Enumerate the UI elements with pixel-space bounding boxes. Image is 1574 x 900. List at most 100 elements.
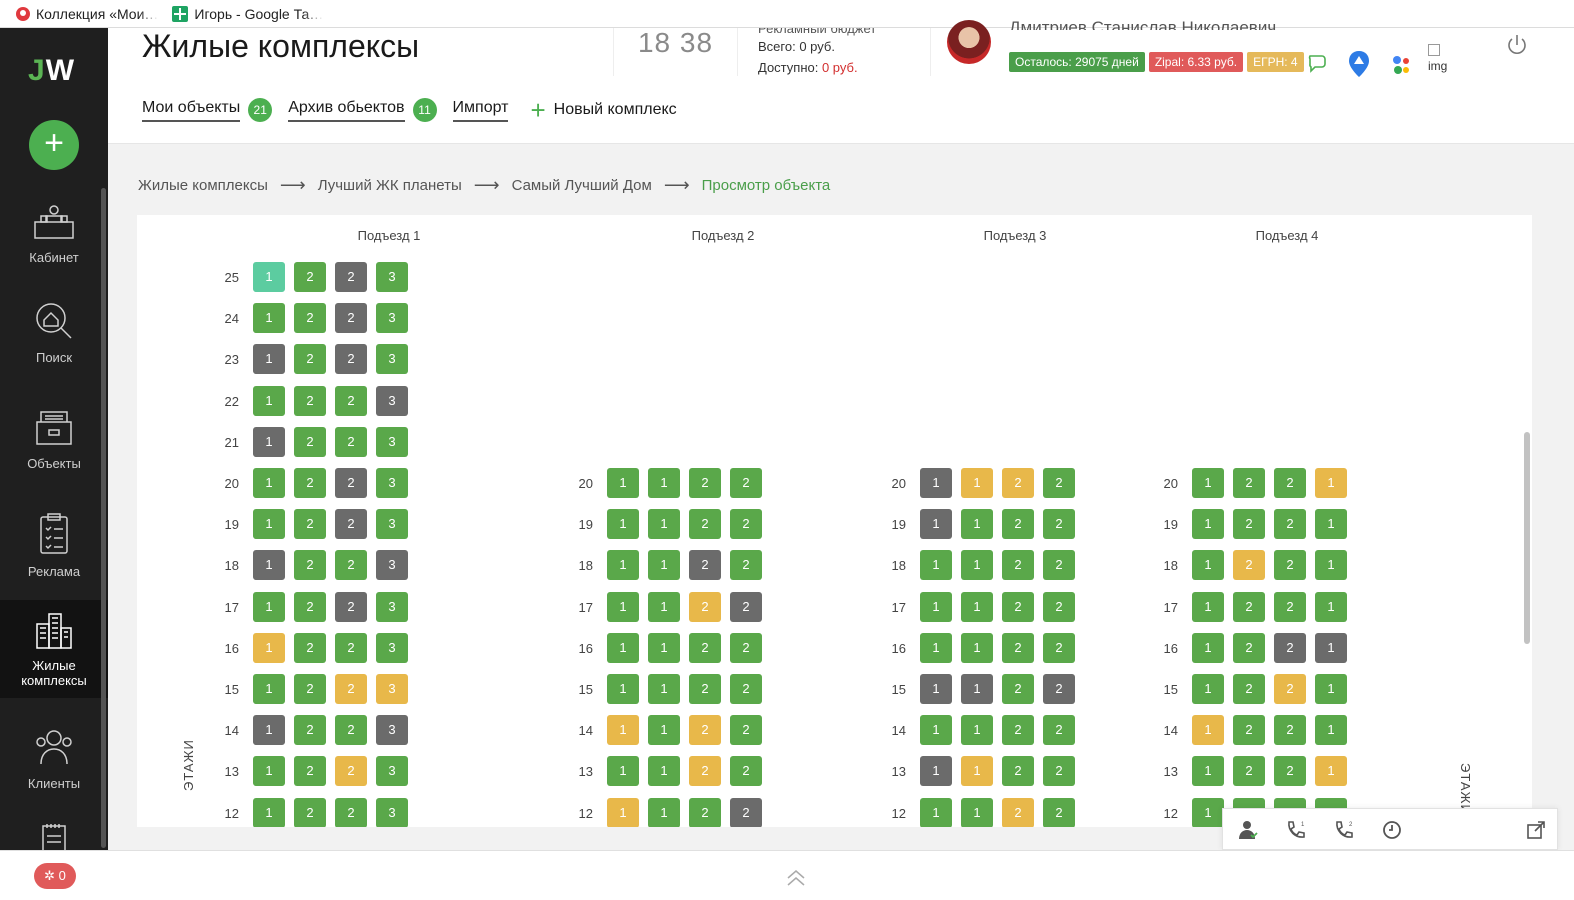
apartment-cell[interactable]: 1	[253, 303, 285, 333]
apartment-cell[interactable]: 1	[1315, 715, 1347, 745]
apartment-cell[interactable]: 2	[1274, 715, 1306, 745]
apartment-cell[interactable]: 2	[1002, 674, 1034, 704]
apartment-cell[interactable]: 1	[920, 592, 952, 622]
apartment-cell[interactable]: 1	[607, 550, 639, 580]
apartment-cell[interactable]: 2	[335, 344, 367, 374]
apartment-cell[interactable]: 2	[335, 427, 367, 457]
tab-archive[interactable]: Архив обьектов 11	[288, 98, 437, 122]
apartment-cell[interactable]: 2	[294, 633, 326, 663]
apartment-cell[interactable]: 2	[730, 674, 762, 704]
apartment-cell[interactable]: 2	[335, 798, 367, 827]
apartment-cell[interactable]: 1	[1192, 756, 1224, 786]
apartment-cell[interactable]: 2	[335, 674, 367, 704]
apartment-cell[interactable]: 2	[689, 550, 721, 580]
apartment-cell[interactable]: 2	[294, 427, 326, 457]
chevron-up-icon[interactable]	[785, 869, 807, 887]
apartment-cell[interactable]: 2	[689, 715, 721, 745]
notifications-button[interactable]: ✲ 0	[34, 863, 76, 889]
apartment-cell[interactable]: 2	[689, 798, 721, 827]
apartment-cell[interactable]: 3	[376, 262, 408, 292]
apartment-cell[interactable]: 2	[1233, 674, 1265, 704]
location-icon[interactable]	[1348, 50, 1370, 78]
apartment-cell[interactable]: 1	[648, 756, 680, 786]
apartment-cell[interactable]: 2	[335, 468, 367, 498]
new-complex-button[interactable]: + Новый комплекс	[530, 97, 676, 123]
apartment-cell[interactable]: 1	[1192, 550, 1224, 580]
apartment-cell[interactable]: 2	[1002, 798, 1034, 827]
apartment-cell[interactable]: 2	[1043, 509, 1075, 539]
apartment-cell[interactable]: 2	[730, 468, 762, 498]
apartment-cell[interactable]: 2	[1002, 509, 1034, 539]
apartment-cell[interactable]: 3	[376, 509, 408, 539]
apartment-cell[interactable]: 2	[1233, 468, 1265, 498]
apartment-cell[interactable]: 2	[335, 262, 367, 292]
apartment-cell[interactable]: 1	[607, 509, 639, 539]
phone-1-icon[interactable]: 1	[1285, 819, 1307, 841]
apartment-cell[interactable]: 2	[1233, 715, 1265, 745]
apartment-cell[interactable]: 3	[376, 592, 408, 622]
apartment-cell[interactable]: 2	[335, 756, 367, 786]
apartment-cell[interactable]: 1	[961, 468, 993, 498]
apartment-cell[interactable]: 1	[607, 592, 639, 622]
sidebar-item-search[interactable]: Поиск	[0, 298, 108, 365]
apartment-cell[interactable]: 2	[1002, 468, 1034, 498]
apartment-cell[interactable]: 1	[1192, 715, 1224, 745]
apartment-cell[interactable]: 2	[689, 468, 721, 498]
apartment-cell[interactable]: 1	[1315, 468, 1347, 498]
bookmark-collection[interactable]: Коллекция «Мои…	[16, 6, 158, 22]
apartment-cell[interactable]: 2	[1274, 468, 1306, 498]
apartment-cell[interactable]: 1	[648, 715, 680, 745]
apartment-cell[interactable]: 2	[730, 756, 762, 786]
apartment-cell[interactable]: 2	[294, 756, 326, 786]
apartment-cell[interactable]: 2	[1043, 592, 1075, 622]
apartment-cell[interactable]: 1	[1192, 592, 1224, 622]
apartment-cell[interactable]: 1	[1192, 674, 1224, 704]
apartment-cell[interactable]: 1	[961, 509, 993, 539]
popout-icon[interactable]	[1525, 819, 1547, 841]
apartment-cell[interactable]: 1	[920, 715, 952, 745]
apartment-cell[interactable]: 1	[920, 633, 952, 663]
apartment-cell[interactable]: 1	[253, 468, 285, 498]
apartment-cell[interactable]: 2	[689, 633, 721, 663]
apartment-cell[interactable]: 2	[689, 592, 721, 622]
logo[interactable]: JW	[28, 54, 75, 88]
agent-icon[interactable]	[1237, 819, 1259, 841]
apartment-cell[interactable]: 2	[294, 468, 326, 498]
apartment-cell[interactable]: 2	[1043, 756, 1075, 786]
apartment-cell[interactable]: 1	[607, 674, 639, 704]
apartment-cell[interactable]: 2	[730, 592, 762, 622]
apartment-cell[interactable]: 3	[376, 674, 408, 704]
apartment-cell[interactable]: 1	[920, 468, 952, 498]
apartment-cell[interactable]: 2	[1002, 633, 1034, 663]
apartment-cell[interactable]: 1	[920, 550, 952, 580]
apartment-cell[interactable]: 2	[335, 509, 367, 539]
apartment-cell[interactable]: 1	[253, 386, 285, 416]
apartment-cell[interactable]: 3	[376, 633, 408, 663]
apartment-cell[interactable]: 1	[920, 756, 952, 786]
apartment-cell[interactable]: 2	[1043, 674, 1075, 704]
sidebar-scrollbar[interactable]	[101, 188, 106, 848]
apartment-cell[interactable]: 2	[294, 592, 326, 622]
apartment-cell[interactable]: 2	[730, 798, 762, 827]
sidebar-item-cabinet[interactable]: Кабинет	[0, 202, 108, 265]
page-scrollbar[interactable]	[1524, 432, 1530, 644]
apartment-cell[interactable]: 3	[376, 468, 408, 498]
apartment-cell[interactable]: 3	[376, 715, 408, 745]
user-name[interactable]: Дмитриев Станислав Николаевич	[1009, 18, 1277, 30]
apartment-cell[interactable]: 3	[376, 344, 408, 374]
apartment-cell[interactable]: 1	[253, 550, 285, 580]
apartment-cell[interactable]: 2	[335, 633, 367, 663]
breadcrumb-item[interactable]: Жилые комплексы	[138, 177, 268, 194]
apartment-cell[interactable]: 2	[294, 715, 326, 745]
apartment-cell[interactable]: 2	[335, 550, 367, 580]
apartment-cell[interactable]: 2	[689, 509, 721, 539]
apartment-cell[interactable]: 1	[961, 674, 993, 704]
chat-icon[interactable]	[1306, 52, 1330, 74]
apartment-cell[interactable]: 2	[294, 674, 326, 704]
breadcrumb-item[interactable]: Самый Лучший Дом	[511, 177, 652, 194]
apartment-cell[interactable]: 2	[730, 633, 762, 663]
bookmark-google-table[interactable]: Игорь - Google Та…	[172, 5, 323, 22]
sidebar-item-clients[interactable]: Клиенты	[0, 726, 108, 791]
apartment-cell[interactable]: 1	[253, 427, 285, 457]
apartment-cell[interactable]: 2	[294, 262, 326, 292]
